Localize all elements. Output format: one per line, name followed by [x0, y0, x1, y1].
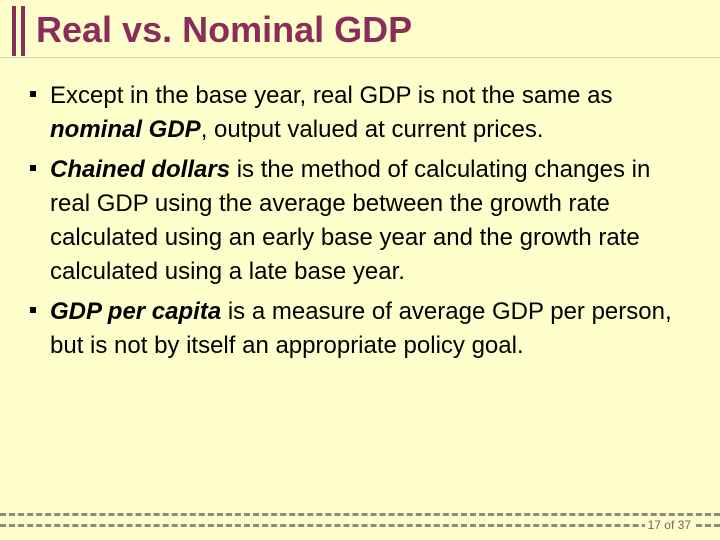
bullet-text-after: is the method of calculating changes in …	[50, 156, 651, 285]
term-chained-dollars: Chained dollars	[50, 156, 231, 183]
term-nominal-gdp: nominal GDP	[50, 116, 201, 143]
bullet-text-after: , output valued at current prices.	[200, 116, 544, 143]
bullet-list: Except in the base year, real GDP is not…	[30, 79, 690, 369]
title-accent-bar-right	[21, 6, 25, 56]
bullet-item-chained-dollars: Chained dollars is the method of calcula…	[30, 153, 690, 289]
square-bullet-icon	[30, 307, 36, 313]
footer-dashed-line-bottom	[0, 524, 720, 527]
footer-dashed-line-top	[0, 513, 720, 516]
square-bullet-icon	[30, 91, 36, 97]
page-number: 17 of 37	[644, 518, 694, 532]
bullet-item-real-gdp: Except in the base year, real GDP is not…	[30, 79, 690, 147]
bullet-text-before: Except in the base year, real GDP is not…	[50, 82, 613, 109]
bullet-item-gdp-per-capita: GDP per capita is a measure of average G…	[30, 295, 690, 363]
term-gdp-per-capita: GDP per capita	[50, 298, 222, 325]
bullet-text-after: is a measure of average GDP per person, …	[50, 298, 672, 359]
square-bullet-icon	[30, 165, 36, 171]
title-accent-bar-left	[12, 6, 16, 56]
slide-title: Real vs. Nominal GDP	[36, 9, 413, 50]
title-divider	[0, 57, 720, 58]
